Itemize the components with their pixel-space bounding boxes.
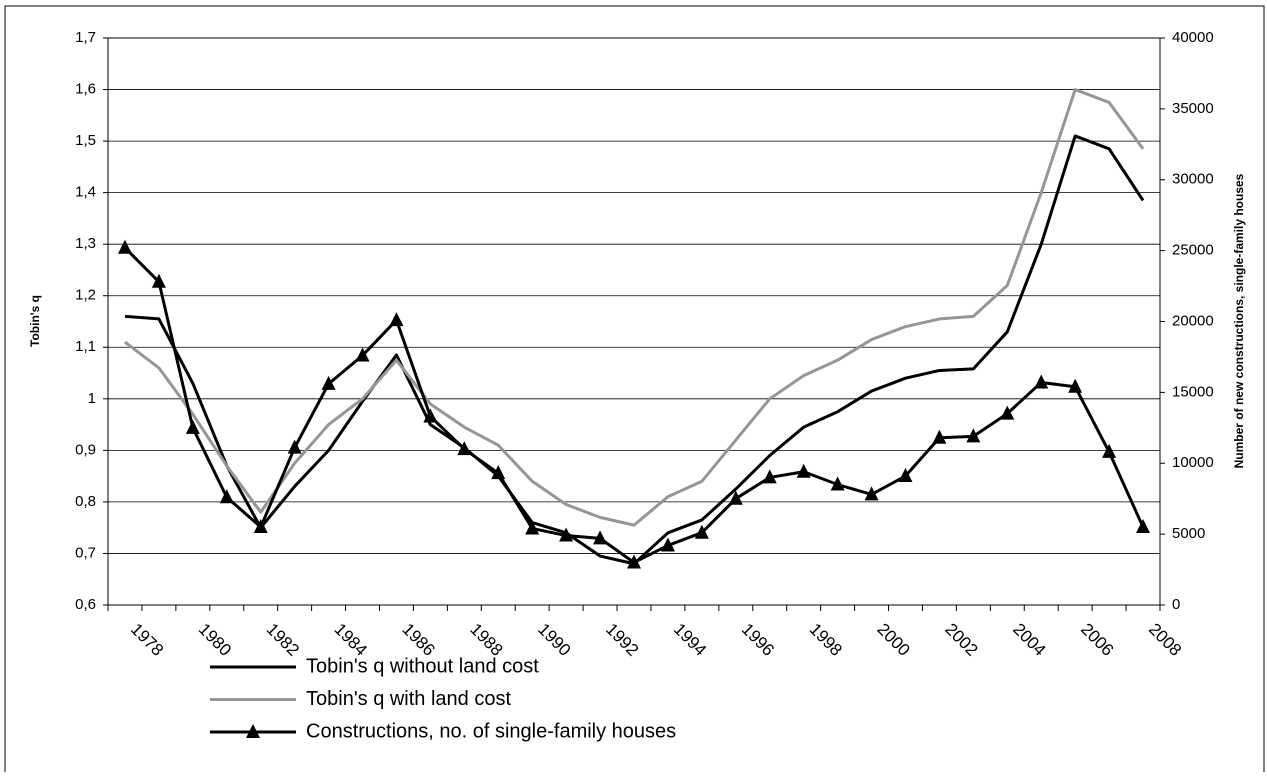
y2-tick-label: 40000: [1172, 29, 1214, 46]
frame: [4, 5, 1265, 777]
marker: [694, 524, 709, 539]
x-tick-label: 1978: [127, 620, 167, 660]
marker: [525, 520, 540, 535]
marker: [219, 489, 234, 504]
x-tick-label: 1998: [806, 620, 846, 660]
marker: [559, 527, 574, 542]
y2-tick-label: 5000: [1172, 525, 1205, 542]
legend-label: Tobin's q with land cost: [306, 688, 511, 710]
marker: [762, 469, 777, 484]
marker: [593, 530, 608, 545]
x-tick-label: 2004: [1009, 620, 1049, 660]
y2-tick-label: 10000: [1172, 454, 1214, 471]
y-tick-label: 1,5: [75, 132, 96, 149]
marker: [1068, 378, 1083, 393]
marker: [389, 312, 404, 327]
x-tick-label: 1992: [602, 620, 642, 660]
marker: [898, 468, 913, 483]
marker: [660, 537, 675, 552]
marker: [457, 441, 472, 456]
y-tick-label: 0,9: [75, 441, 96, 458]
marker: [728, 490, 743, 505]
x-tick-label: 2006: [1077, 620, 1117, 660]
x-tick-label: 2000: [874, 620, 914, 660]
y-axis-title: Tobin's q: [28, 295, 42, 347]
y-tick-label: 1: [88, 390, 96, 407]
y-tick-label: 1,1: [75, 338, 96, 355]
marker: [1136, 519, 1151, 534]
marker: [423, 408, 438, 423]
marker: [1000, 405, 1015, 420]
x-tick-label: 2008: [1145, 620, 1185, 660]
legend-label: Constructions, no. of single-family hous…: [306, 720, 676, 742]
x-tick-label: 1986: [398, 620, 438, 660]
y-tick-label: 1,4: [75, 184, 96, 201]
marker: [1034, 374, 1049, 389]
marker: [627, 554, 641, 569]
x-tick-label: 2002: [941, 620, 981, 660]
series-line: [124, 88, 1145, 527]
marker: [830, 476, 845, 491]
y-tick-label: 0,6: [75, 596, 96, 613]
marker: [117, 239, 132, 254]
y-tick-label: 0,8: [75, 493, 96, 510]
x-tick-label: 1990: [534, 620, 574, 660]
y-tick-label: 1,7: [75, 29, 96, 46]
y2-tick-label: 30000: [1172, 171, 1214, 188]
y-tick-label: 1,2: [75, 287, 96, 304]
y2-axis-title: Number of new constructions, single-fami…: [1232, 173, 1246, 468]
marker: [796, 463, 811, 478]
marker: [321, 375, 336, 390]
y2-tick-label: 20000: [1172, 312, 1214, 329]
marker: [253, 519, 268, 534]
legend-marker: [246, 724, 260, 738]
y2-tick-label: 25000: [1172, 242, 1214, 259]
y2-tick-label: 15000: [1172, 383, 1214, 400]
y2-tick-label: 0: [1172, 596, 1180, 613]
marker: [355, 347, 370, 362]
y-tick-label: 1,6: [75, 81, 96, 98]
marker: [287, 439, 302, 454]
x-tick-label: 1996: [738, 620, 778, 660]
series-line: [123, 246, 1145, 564]
x-tick-label: 1982: [263, 620, 303, 660]
x-tick-label: 1994: [670, 620, 710, 660]
y2-tick-label: 35000: [1172, 100, 1214, 117]
x-tick-label: 1980: [195, 620, 235, 660]
series-line: [124, 134, 1145, 566]
marker: [185, 419, 200, 434]
marker: [966, 428, 981, 443]
marker: [932, 429, 947, 444]
marker: [864, 486, 879, 501]
marker: [151, 273, 166, 288]
y-tick-label: 1,3: [75, 235, 96, 252]
y-tick-label: 0,7: [75, 544, 96, 561]
x-tick-label: 1988: [466, 620, 506, 660]
x-tick-label: 1984: [331, 620, 371, 660]
legend-label: Tobin's q without land cost: [306, 655, 539, 677]
marker: [1102, 443, 1117, 458]
marker: [491, 465, 506, 480]
